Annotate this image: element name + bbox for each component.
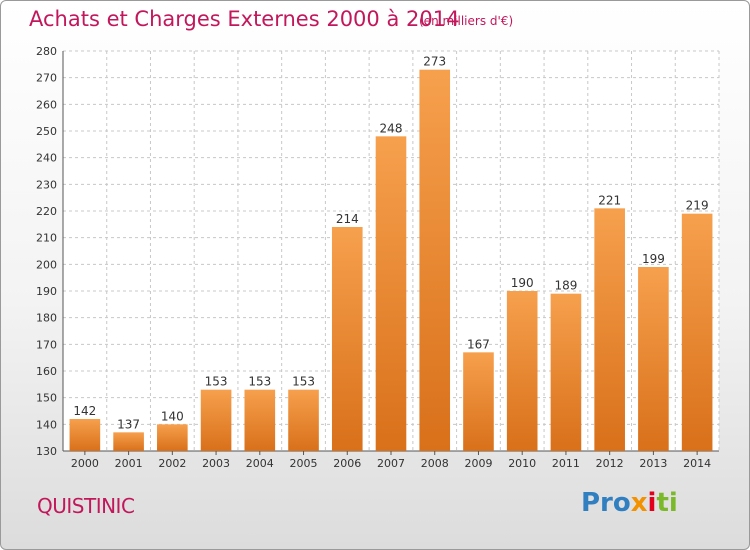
logo-part-3: i <box>647 488 657 518</box>
y-tick-label: 160 <box>36 365 57 378</box>
x-tick-label: 2007 <box>377 457 405 470</box>
data-label: 142 <box>73 404 96 418</box>
x-tick-label: 2009 <box>464 457 492 470</box>
bar <box>638 267 669 451</box>
data-label: 189 <box>554 279 577 293</box>
bar <box>594 208 625 451</box>
x-tick-label: 2004 <box>246 457 274 470</box>
commune-name: QUISTINIC <box>37 494 135 518</box>
bar <box>113 432 144 451</box>
data-label: 190 <box>511 276 534 290</box>
chart-title: Achats et Charges Externes 2000 à 2014 <box>29 7 460 31</box>
data-label: 153 <box>292 375 315 389</box>
x-tick-label: 2012 <box>596 457 624 470</box>
x-tick-label: 2011 <box>552 457 580 470</box>
y-tick-label: 200 <box>36 258 57 271</box>
bar <box>375 136 407 452</box>
y-tick-label: 260 <box>36 98 57 111</box>
data-label: 167 <box>467 337 490 351</box>
y-tick-label: 230 <box>36 178 57 191</box>
bar <box>463 352 494 451</box>
y-tick-label: 130 <box>36 445 57 458</box>
data-label: 214 <box>336 212 359 226</box>
x-tick-label: 2002 <box>158 457 186 470</box>
x-tick-label: 2001 <box>115 457 143 470</box>
bar <box>550 293 582 451</box>
bar <box>331 227 363 451</box>
bar <box>69 419 101 451</box>
y-tick-label: 280 <box>36 45 57 58</box>
y-tick-label: 210 <box>36 232 57 245</box>
x-tick-label: 2010 <box>508 457 536 470</box>
x-tick-label: 2006 <box>333 457 361 470</box>
bar <box>506 291 538 451</box>
x-tick-label: 2008 <box>421 457 449 470</box>
logo-part-1: Pro <box>581 488 631 518</box>
x-tick-label: 2005 <box>290 457 318 470</box>
bar <box>200 389 232 451</box>
data-label: 137 <box>117 417 140 431</box>
chart-subtitle: (en milliers d'€) <box>419 14 514 28</box>
x-tick-label: 2014 <box>683 457 711 470</box>
logo-part-2: x <box>630 488 648 518</box>
axes: 130 140 150 160 170 180 190 200 210 220 230 240 250 2… <box>36 45 719 470</box>
x-tick-label: 2003 <box>202 457 230 470</box>
bars <box>69 69 713 452</box>
bar <box>288 389 319 451</box>
data-label: 219 <box>686 199 709 213</box>
data-label: 248 <box>380 121 403 135</box>
proxiti-logo: Proxiti <box>581 488 678 518</box>
y-tick-label: 270 <box>36 72 57 85</box>
bar <box>681 213 713 451</box>
x-tick-label: 2000 <box>71 457 99 470</box>
y-tick-label: 150 <box>36 392 57 405</box>
x-tick-label: 2013 <box>639 457 667 470</box>
y-tick-label: 170 <box>36 338 57 351</box>
y-tick-label: 240 <box>36 152 57 165</box>
bar <box>157 424 188 451</box>
data-label: 153 <box>205 375 228 389</box>
y-tick-label: 180 <box>36 312 57 325</box>
bar <box>419 69 451 452</box>
y-tick-label: 190 <box>36 285 57 298</box>
logo-part-4: ti <box>656 488 678 518</box>
data-label: 153 <box>248 375 271 389</box>
data-label: 140 <box>161 409 184 423</box>
y-tick-label: 250 <box>36 125 57 138</box>
data-labels: 142 137 140 153 153 153 214 248 273 167 190 189 221 1… <box>73 55 708 432</box>
bar <box>244 389 276 451</box>
data-label: 273 <box>423 55 446 69</box>
data-label: 199 <box>642 252 665 266</box>
data-label: 221 <box>598 193 621 207</box>
y-tick-label: 140 <box>36 418 57 431</box>
y-tick-label: 220 <box>36 205 57 218</box>
